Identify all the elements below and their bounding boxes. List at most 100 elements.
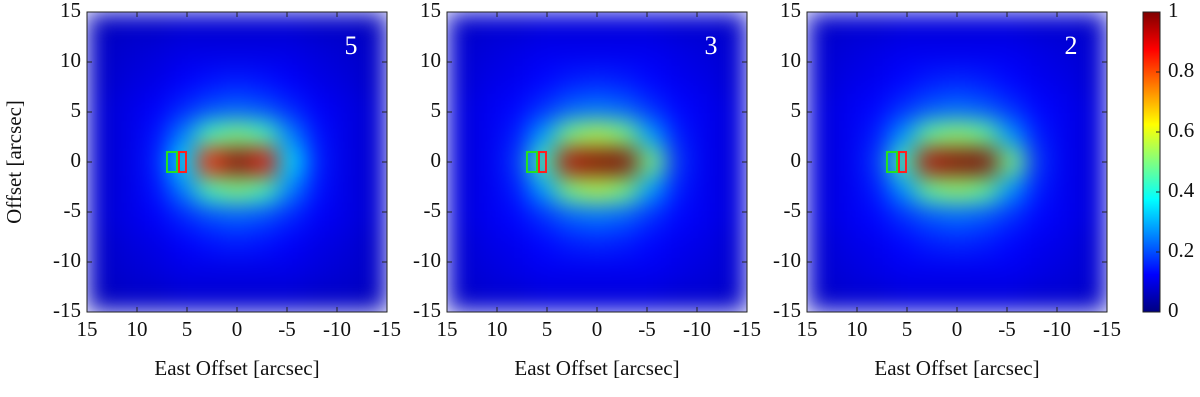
heatmap-cell bbox=[637, 121, 666, 149]
heatmap-cell bbox=[474, 148, 503, 177]
heatmap-cell bbox=[719, 284, 747, 312]
heatmap-cell bbox=[474, 284, 503, 312]
heatmap-cell bbox=[305, 230, 334, 259]
heatmap-cell bbox=[610, 175, 639, 204]
heatmap-cell bbox=[447, 284, 475, 312]
heatmap-cell bbox=[834, 93, 863, 122]
heatmap-cell bbox=[87, 93, 115, 122]
heatmap-cell bbox=[359, 39, 387, 68]
heatmap-cell bbox=[610, 202, 639, 231]
x-tick-label: -15 bbox=[373, 317, 401, 341]
heatmap-cell bbox=[168, 93, 197, 122]
heatmap-cell bbox=[970, 230, 999, 259]
heatmap-cell bbox=[141, 175, 170, 204]
heatmap-cell bbox=[583, 93, 612, 122]
y-tick-label: 5 bbox=[791, 98, 802, 122]
heatmap-cell bbox=[1025, 148, 1054, 177]
heatmap-cell bbox=[277, 284, 306, 312]
heatmap-cell bbox=[447, 202, 475, 231]
heatmap-cell bbox=[665, 284, 694, 312]
heatmap-cell bbox=[250, 230, 279, 259]
x-tick-label: -5 bbox=[278, 317, 296, 341]
heatmap-cell bbox=[141, 284, 170, 312]
heatmap-cell bbox=[834, 148, 863, 177]
heatmap-cell bbox=[637, 175, 666, 204]
heatmap-cell bbox=[168, 230, 197, 259]
heatmap-cell bbox=[1079, 66, 1107, 95]
heatmap-cell bbox=[168, 66, 197, 95]
heatmap-cell bbox=[223, 257, 252, 286]
heatmap-cell bbox=[359, 230, 387, 259]
heatmap-cell bbox=[501, 202, 530, 231]
y-tick-label: -5 bbox=[64, 198, 82, 222]
heatmap-cell bbox=[114, 12, 143, 40]
x-tick-label: -15 bbox=[733, 317, 761, 341]
heatmap-cell bbox=[970, 175, 999, 204]
heatmap-cell bbox=[556, 66, 584, 95]
heatmap-cell bbox=[556, 202, 584, 231]
heatmap-cell bbox=[970, 39, 999, 68]
heatmap-cell bbox=[637, 39, 666, 68]
heatmap-cell bbox=[332, 230, 361, 259]
heatmap-cell bbox=[114, 257, 143, 286]
heatmap-cell bbox=[665, 39, 694, 68]
heatmap-cell bbox=[196, 175, 224, 204]
heatmap-cell bbox=[692, 93, 721, 122]
heatmap-cell bbox=[692, 257, 721, 286]
heatmap-cell bbox=[528, 39, 557, 68]
heatmap-cell bbox=[583, 175, 612, 204]
heatmap-cell bbox=[501, 148, 530, 177]
heatmap-cell bbox=[719, 66, 747, 95]
heatmap bbox=[447, 12, 747, 312]
heatmap-cell bbox=[997, 39, 1026, 68]
heatmap-cell bbox=[196, 66, 224, 95]
heatmap-cell bbox=[277, 230, 306, 259]
x-tick-label: 10 bbox=[847, 317, 868, 341]
heatmap-cell bbox=[141, 93, 170, 122]
heatmap-cell bbox=[332, 148, 361, 177]
heatmap-cell bbox=[1025, 175, 1054, 204]
heatmap-cell bbox=[1025, 202, 1054, 231]
heatmap-cell bbox=[888, 202, 917, 231]
heatmap bbox=[807, 12, 1107, 312]
heatmap-cell bbox=[916, 121, 944, 149]
heatmap-cell bbox=[943, 257, 972, 286]
colorbar-tick-label: 0.6 bbox=[1168, 118, 1194, 142]
heatmap-cell bbox=[168, 202, 197, 231]
heatmap-cell bbox=[250, 93, 279, 122]
heatmap-cell bbox=[970, 257, 999, 286]
heatmap-cell bbox=[277, 39, 306, 68]
heatmap-cell bbox=[861, 257, 890, 286]
heatmap-cell bbox=[332, 257, 361, 286]
y-tick-label: 15 bbox=[60, 0, 81, 22]
heatmap-cell bbox=[474, 66, 503, 95]
heatmap-cell bbox=[888, 175, 917, 204]
heatmap-cell bbox=[637, 257, 666, 286]
heatmap-cell bbox=[1079, 121, 1107, 149]
heatmap-cell bbox=[692, 39, 721, 68]
heatmap-cell bbox=[807, 202, 835, 231]
heatmap-cell bbox=[861, 175, 890, 204]
heatmap-cell bbox=[196, 284, 224, 312]
x-axis-label: East Offset [arcsec] bbox=[874, 356, 1039, 380]
heatmap-cell bbox=[277, 121, 306, 149]
heatmap-cell bbox=[807, 284, 835, 312]
heatmap-cell bbox=[1025, 12, 1054, 40]
heatmap-cell bbox=[916, 148, 944, 177]
x-tick-label: 15 bbox=[437, 317, 458, 341]
heatmap-cell bbox=[637, 93, 666, 122]
heatmap-cell bbox=[665, 12, 694, 40]
heatmap-cell bbox=[888, 93, 917, 122]
heatmap-cell bbox=[332, 121, 361, 149]
y-tick-label: 0 bbox=[791, 148, 802, 172]
heatmap-cell bbox=[114, 175, 143, 204]
heatmap-cell bbox=[692, 175, 721, 204]
heatmap-cell bbox=[141, 12, 170, 40]
heatmap-cell bbox=[719, 12, 747, 40]
heatmap-cell bbox=[834, 230, 863, 259]
heatmap-cell bbox=[87, 121, 115, 149]
heatmap-cell bbox=[1079, 12, 1107, 40]
heatmap-cell bbox=[1052, 121, 1081, 149]
heatmap-cell bbox=[637, 284, 666, 312]
heatmap-cell bbox=[665, 148, 694, 177]
